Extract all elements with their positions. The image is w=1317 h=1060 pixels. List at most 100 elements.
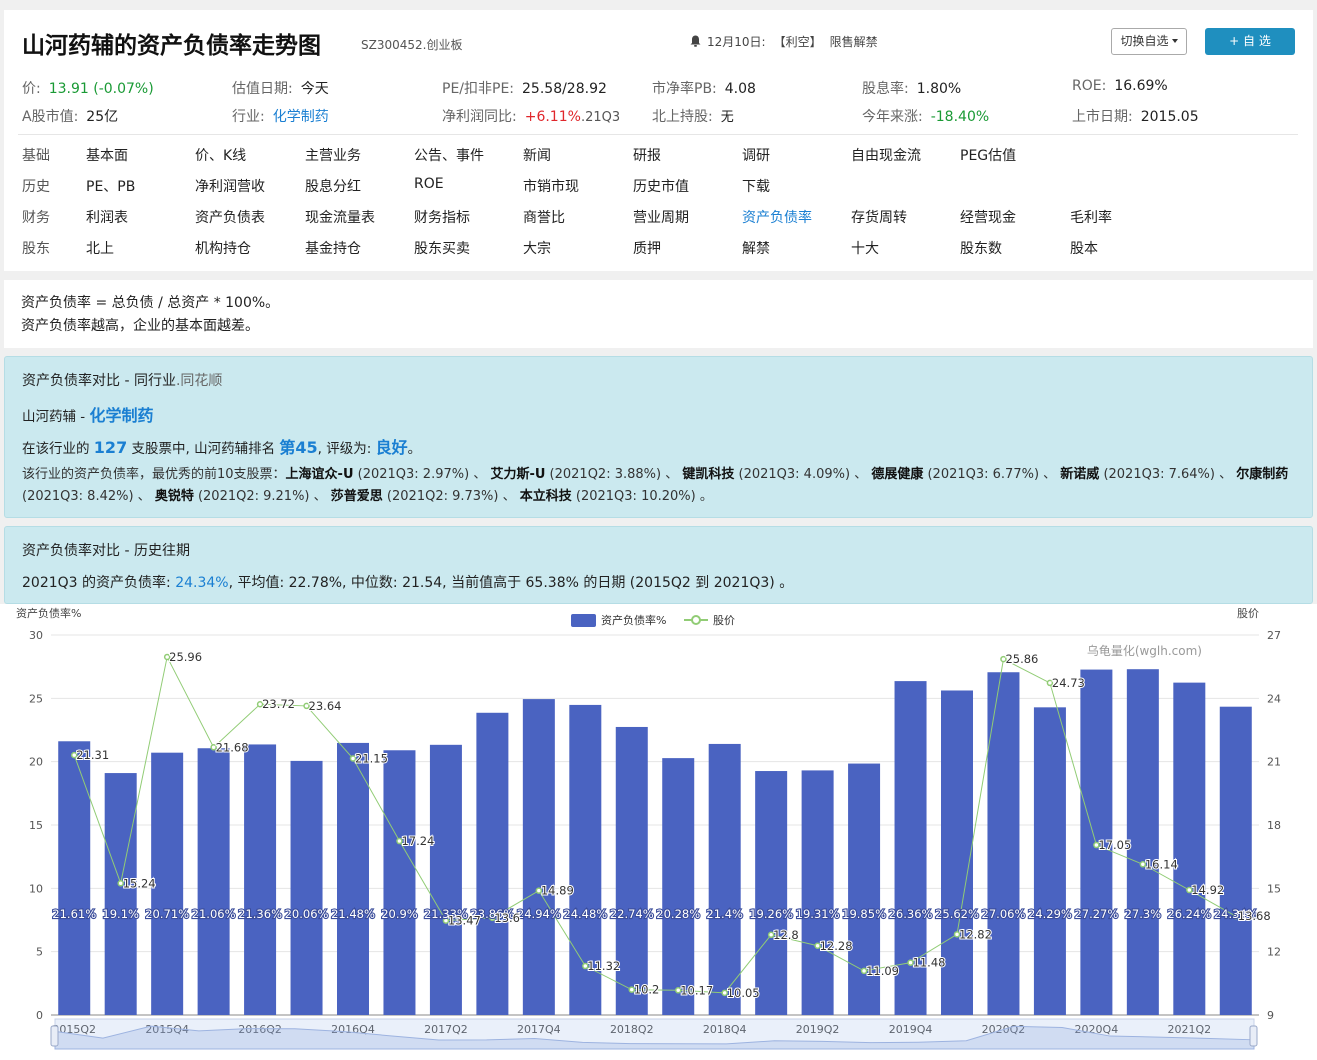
nav-link-1-5[interactable]: 历史市值	[633, 179, 689, 195]
nav-link-2-4[interactable]: 商誉比	[523, 210, 565, 226]
bar-2020Q1[interactable]	[941, 690, 973, 1015]
bar-2017Q1[interactable]	[383, 750, 416, 1015]
price-point-2021Q2[interactable]	[1186, 886, 1193, 894]
legend-line-label[interactable]: 股价	[713, 614, 735, 627]
topten-stock-name[interactable]: 键凯科技	[682, 467, 735, 482]
nav-link-0-6[interactable]: 调研	[742, 148, 770, 164]
price-point-2018Q1[interactable]	[582, 962, 589, 970]
bar-2017Q4[interactable]	[522, 699, 555, 1015]
nav-link-2-7[interactable]: 存货周转	[851, 210, 907, 226]
nav-link-3-3[interactable]: 股东买卖	[414, 241, 470, 257]
nav-link-3-0[interactable]: 北上	[86, 241, 114, 257]
bar-2015Q2[interactable]	[58, 741, 91, 1015]
legend-bar-label[interactable]: 资产负债率%	[601, 613, 666, 627]
nav-link-0-7[interactable]: 自由现金流	[851, 148, 921, 164]
nav-link-1-6[interactable]: 下载	[742, 179, 770, 195]
nav-link-0-2[interactable]: 主营业务	[305, 148, 361, 164]
price-point-2016Q3[interactable]	[303, 702, 310, 710]
nav-link-2-5[interactable]: 营业周期	[633, 210, 689, 226]
nav-link-3-9[interactable]: 股本	[1070, 241, 1098, 257]
price-point-2020Q1[interactable]	[953, 931, 961, 938]
topten-stock-name[interactable]: 德展健康	[871, 467, 924, 482]
datazoom-handle-left[interactable]	[50, 1025, 59, 1047]
bar-2020Q2[interactable]	[987, 672, 1020, 1015]
peer-source[interactable]: .同花顺	[175, 373, 223, 389]
topten-stock-name[interactable]: 尔康制药	[1236, 467, 1289, 482]
nav-link-3-5[interactable]: 质押	[633, 241, 661, 257]
bar-2015Q4[interactable]	[151, 752, 184, 1015]
nav-link-1-3[interactable]: ROE	[414, 176, 444, 192]
price-point-2018Q3[interactable]	[674, 987, 682, 994]
price-point-2019Q1[interactable]	[767, 931, 775, 939]
price-point-2017Q4[interactable]	[535, 887, 543, 894]
switch-watchlist-button[interactable]: 切换自选	[1111, 28, 1187, 55]
price-point-2016Q4[interactable]	[349, 755, 357, 762]
bar-2021Q1[interactable]	[1126, 669, 1159, 1015]
nav-link-1-0[interactable]: PE、PB	[86, 179, 136, 195]
nav-link-0-0[interactable]: 基本面	[86, 148, 128, 164]
nav-link-0-5[interactable]: 研报	[633, 148, 661, 164]
topten-stock-name[interactable]: 莎普爱思	[330, 489, 383, 504]
bar-2018Q2[interactable]	[615, 726, 648, 1015]
nav-link-1-1[interactable]: 净利润营收	[195, 179, 265, 195]
nav-link-2-2[interactable]: 现金流量表	[305, 210, 375, 226]
price-point-2020Q4[interactable]	[1093, 841, 1100, 849]
bar-2021Q2[interactable]	[1173, 682, 1206, 1015]
nav-link-3-6[interactable]: 解禁	[742, 241, 770, 257]
bar-2017Q3[interactable]	[476, 712, 509, 1015]
nav-link-2-9[interactable]: 毛利率	[1070, 210, 1112, 226]
nav-link-2-8[interactable]: 经营现金	[960, 210, 1016, 226]
bar-2019Q2[interactable]	[801, 770, 834, 1015]
notice-banner[interactable]: 12月10日: 【利空】 限售解禁	[690, 33, 878, 50]
nav-link-3-7[interactable]: 十大	[851, 241, 879, 257]
nav-link-3-2[interactable]: 基金持仓	[305, 241, 361, 257]
nav-link-2-6[interactable]: 资产负债率	[742, 210, 812, 226]
price-point-2018Q2[interactable]	[628, 986, 636, 993]
price-point-2019Q3[interactable]	[860, 967, 868, 975]
bar-2016Q3[interactable]	[290, 760, 323, 1015]
legend-bar-swatch[interactable]	[571, 614, 596, 627]
nav-link-3-1[interactable]: 机构持仓	[195, 241, 251, 257]
bar-2019Q4[interactable]	[894, 681, 927, 1015]
topten-stock-name[interactable]: 上海谊众-U	[285, 467, 354, 482]
bar-2019Q1[interactable]	[755, 771, 788, 1015]
bar-2016Q4[interactable]	[337, 742, 369, 1015]
price-point-2015Q4[interactable]	[163, 653, 171, 661]
price-point-2019Q4[interactable]	[907, 959, 914, 966]
bar-2015Q3[interactable]	[104, 773, 137, 1015]
add-watchlist-button[interactable]: + 自 选	[1205, 28, 1295, 55]
bar-2016Q2[interactable]	[244, 744, 277, 1015]
nav-link-3-8[interactable]: 股东数	[960, 241, 1002, 257]
nav-link-2-1[interactable]: 资产负债表	[195, 210, 265, 226]
price-point-2015Q3[interactable]	[117, 880, 124, 887]
price-point-2017Q1[interactable]	[396, 837, 403, 845]
nav-link-3-4[interactable]: 大宗	[523, 241, 551, 257]
nav-link-2-0[interactable]: 利润表	[86, 210, 128, 226]
nav-link-0-8[interactable]: PEG估值	[960, 148, 1017, 164]
nav-link-0-1[interactable]: 价、K线	[195, 148, 247, 164]
price-point-2015Q2[interactable]	[70, 751, 78, 759]
nav-link-2-3[interactable]: 财务指标	[414, 210, 470, 226]
price-point-2021Q1[interactable]	[1139, 861, 1147, 868]
nav-link-0-4[interactable]: 新闻	[523, 148, 551, 164]
legend-line-marker[interactable]	[691, 615, 701, 625]
price-point-2017Q2[interactable]	[442, 917, 450, 924]
bar-2016Q1[interactable]	[197, 748, 230, 1015]
topten-stock-name[interactable]: 奥锐特	[154, 489, 194, 504]
nav-link-1-2[interactable]: 股息分红	[305, 179, 361, 195]
bar-2018Q3[interactable]	[662, 758, 695, 1015]
price-point-2020Q3[interactable]	[1046, 679, 1054, 687]
nav-link-0-3[interactable]: 公告、事件	[414, 148, 484, 164]
price-point-2021Q3[interactable]	[1232, 912, 1240, 920]
bar-2020Q3[interactable]	[1033, 707, 1066, 1015]
peer-industry-link[interactable]: 化学制药	[89, 406, 154, 425]
price-point-2016Q2[interactable]	[256, 700, 264, 708]
topten-stock-name[interactable]: 本立科技	[519, 489, 572, 504]
price-point-2018Q4[interactable]	[721, 989, 728, 997]
topten-stock-name[interactable]: 新诺威	[1060, 467, 1100, 482]
topten-stock-name[interactable]: 艾力斯-U	[490, 467, 546, 482]
stat-value[interactable]: 化学制药	[272, 109, 329, 125]
bar-2017Q2[interactable]	[429, 744, 462, 1015]
price-point-2017Q3[interactable]	[489, 914, 496, 922]
price-point-2019Q2[interactable]	[814, 942, 821, 950]
